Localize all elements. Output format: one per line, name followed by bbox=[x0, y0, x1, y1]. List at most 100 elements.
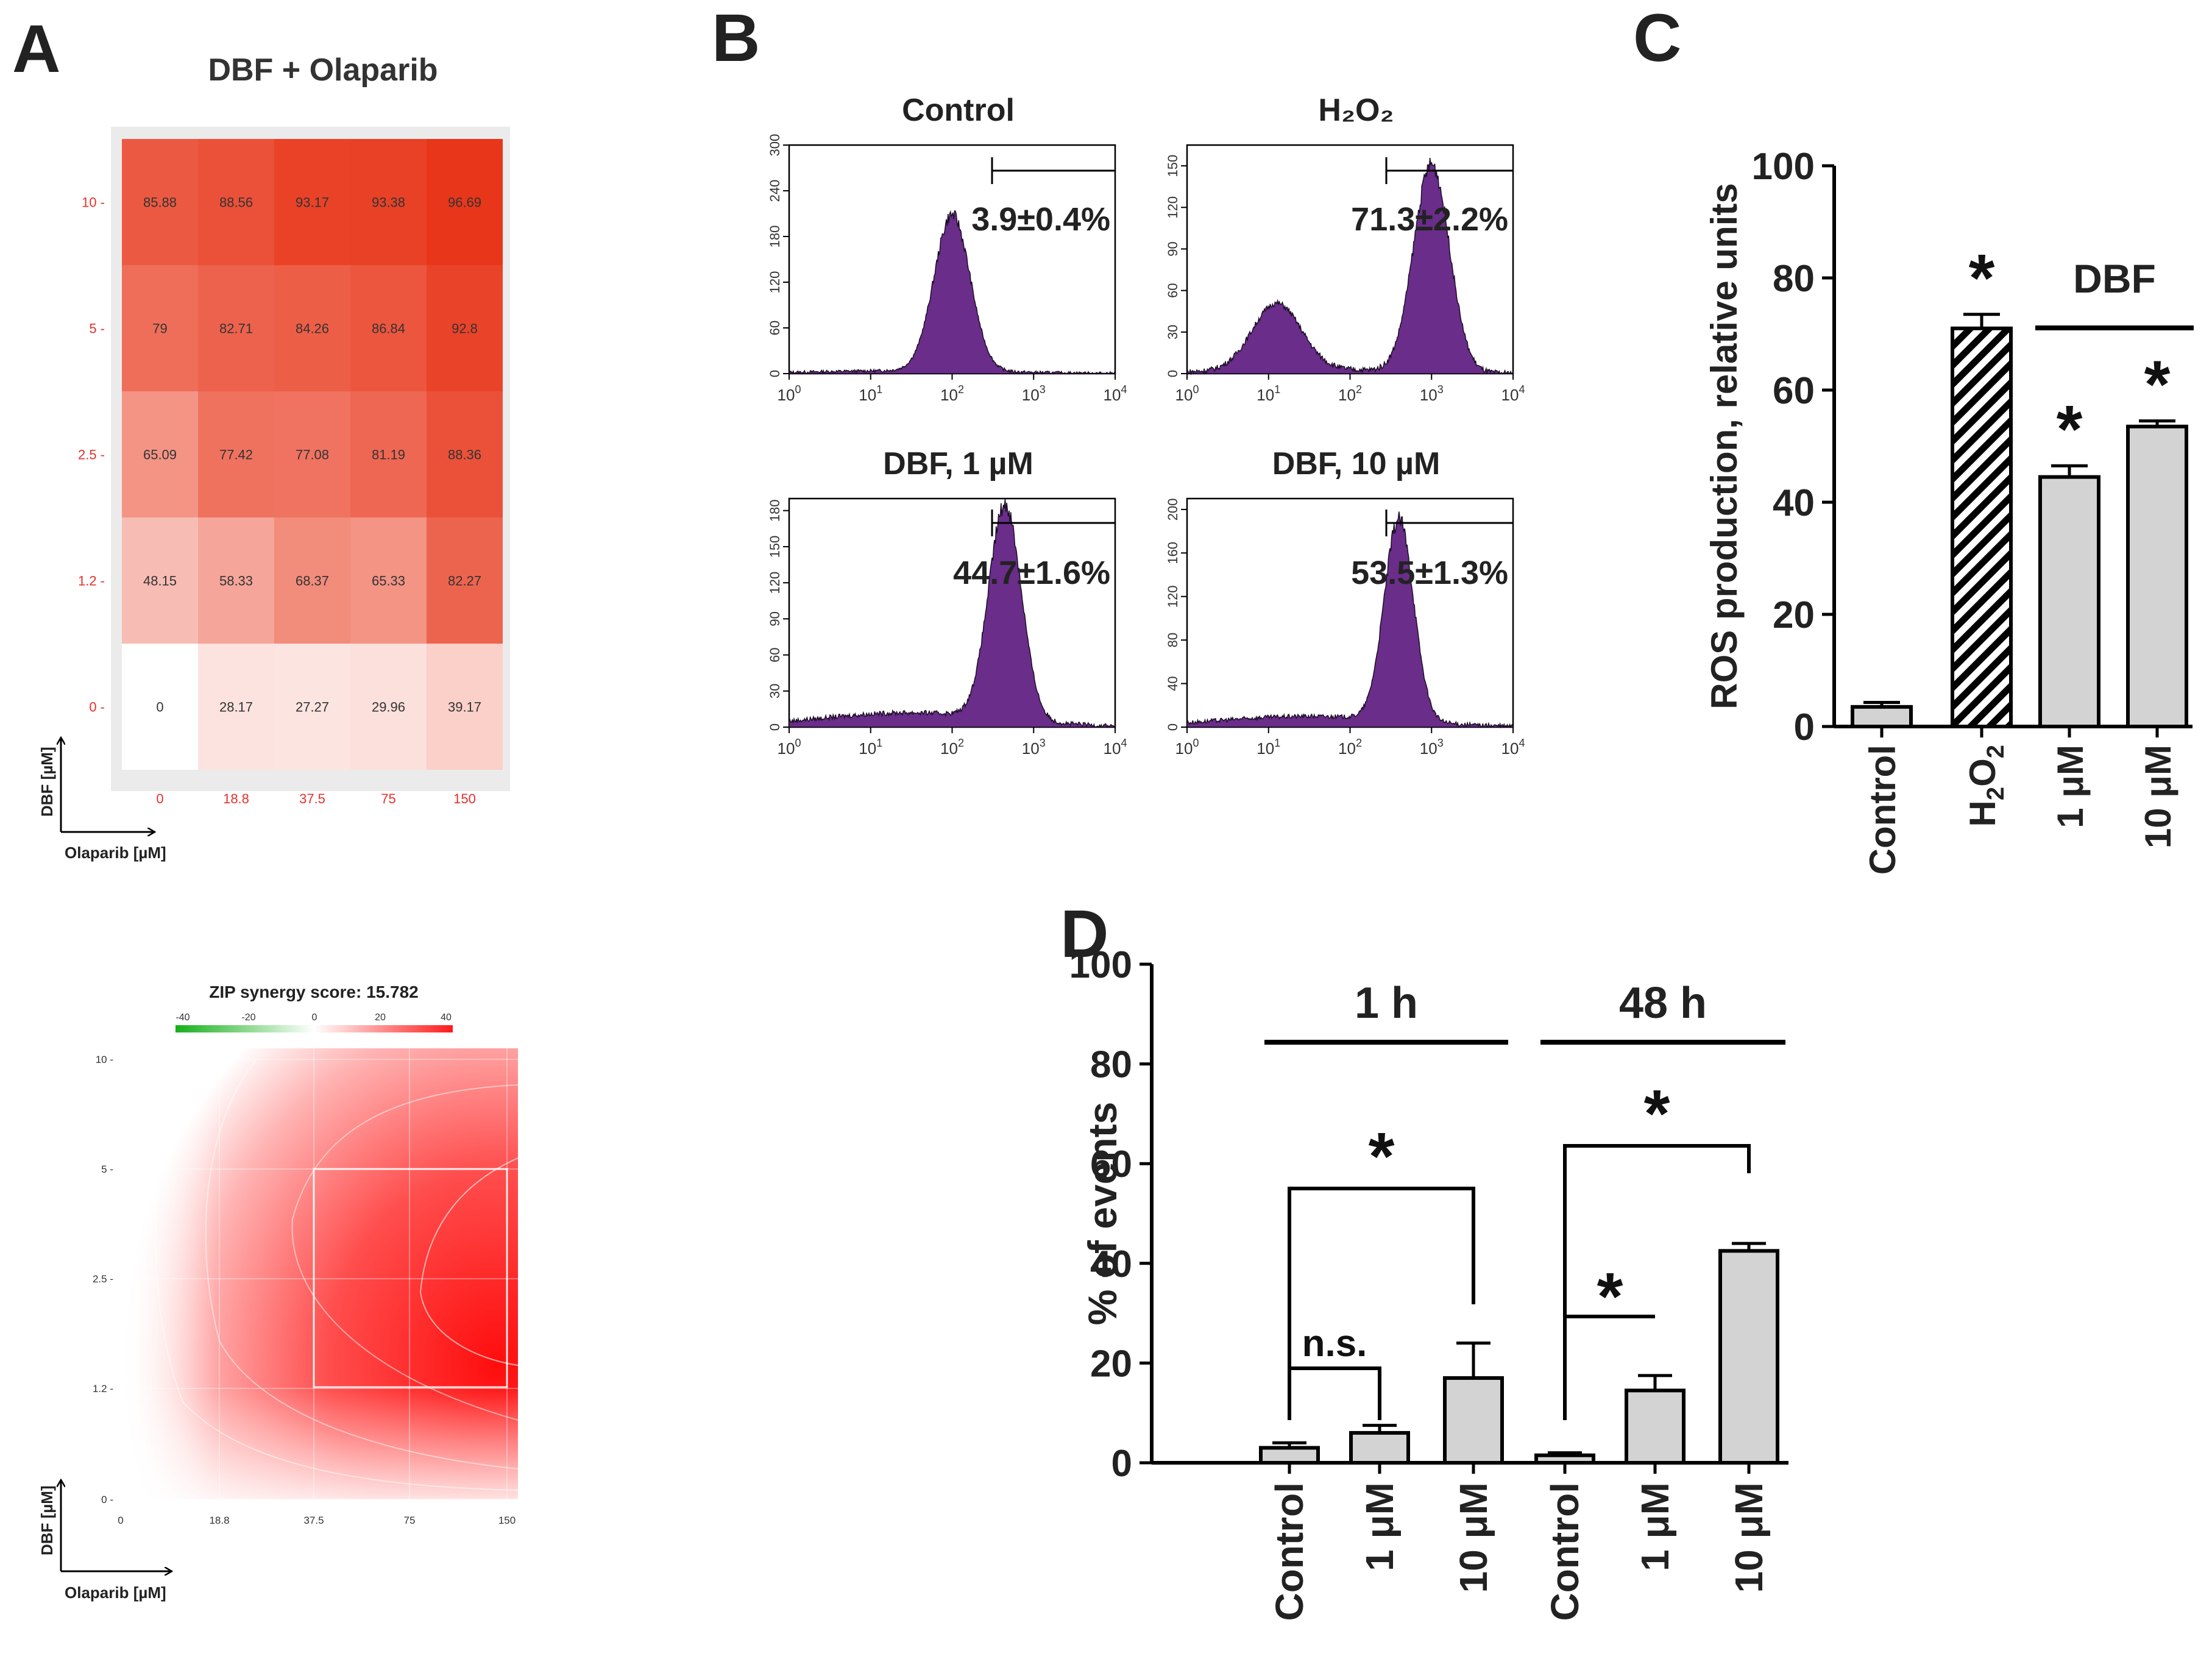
bar-chart-d: 0 20 40 60 80 100 % of events Control 1 μM 10 μM C… bbox=[1069, 944, 1788, 1621]
histogram-y-tick: 90 bbox=[767, 611, 782, 626]
histogram-y-tick: 30 bbox=[767, 684, 782, 698]
d-y-tick: 0 bbox=[1111, 1443, 1132, 1485]
d-group-label: 1 h bbox=[1355, 979, 1418, 1028]
histogram-y-tick: 0 bbox=[1165, 723, 1180, 731]
d-bar bbox=[1349, 1430, 1410, 1465]
panel-label-d: D bbox=[1060, 897, 1108, 972]
heatmap-cell-value: 58.33 bbox=[219, 574, 253, 589]
heatmap-cell bbox=[122, 644, 198, 770]
heatmap-cell-value: 39.17 bbox=[448, 700, 481, 715]
heatmap-cell-value: 77.42 bbox=[219, 447, 253, 463]
heatmap-cell-value: 65.09 bbox=[143, 447, 177, 463]
histogram-x-tick: 100 bbox=[1175, 383, 1199, 404]
synergy-x-tick: 75 bbox=[404, 1515, 416, 1526]
heatmap-y-tick: 0 - bbox=[89, 700, 105, 715]
histogram-y-tick: 150 bbox=[767, 536, 782, 558]
d-x-label: 1 μM bbox=[1633, 1482, 1677, 1571]
histogram-y-tick: 0 bbox=[1165, 370, 1180, 377]
d-y-label: % of events bbox=[1080, 1102, 1125, 1326]
heatmap-cell-value: 28.17 bbox=[219, 700, 253, 715]
histogram-y-tick: 240 bbox=[767, 180, 782, 202]
d-x-label: Control bbox=[1267, 1482, 1311, 1621]
heatmap-cell bbox=[427, 139, 503, 265]
heatmap-cell-value: 81.19 bbox=[372, 447, 405, 463]
histogram-x-tick: 100 bbox=[778, 383, 801, 404]
d-x-label: 10 μM bbox=[1727, 1482, 1771, 1593]
gate-percentage: 71.3±2.2% bbox=[1351, 201, 1508, 238]
heatmap-x-tick: 75 bbox=[381, 791, 395, 806]
heatmap-cell-value: 68.37 bbox=[296, 574, 329, 589]
heatmap-y-tick: 10 - bbox=[82, 195, 105, 210]
histogram-x-tick: 104 bbox=[1104, 737, 1127, 758]
c-y-tick: 60 bbox=[1773, 370, 1815, 412]
d-y-tick: 100 bbox=[1069, 944, 1132, 986]
histogram-x-tick: 100 bbox=[778, 737, 801, 758]
synergy-x-tick: 150 bbox=[498, 1515, 516, 1526]
synergy-y-tick: 0 - bbox=[101, 1494, 113, 1505]
synergy-contour bbox=[291, 1084, 519, 1421]
synergy-scale-tick: -40 bbox=[175, 1012, 190, 1023]
c-y-tick: 0 bbox=[1794, 706, 1815, 748]
heatmap-x-tick: 150 bbox=[453, 791, 476, 806]
d-x-label: Control bbox=[1543, 1482, 1587, 1621]
synergy-xlabel: Olaparib [µM] bbox=[65, 1583, 166, 1602]
c-x-label: H2O2 bbox=[1962, 745, 2009, 827]
heatmap-cell bbox=[350, 139, 427, 265]
histogram: DBF, 1 µM 44.7±1.6% 0 30 60 90 120 150 180 100 101… bbox=[767, 446, 1127, 758]
histogram-title: Control bbox=[902, 93, 1015, 128]
heatmap-cell bbox=[198, 644, 274, 770]
histogram-x-tick: 102 bbox=[1338, 737, 1362, 758]
gate-percentage: 3.9±0.4% bbox=[971, 201, 1110, 238]
heatmap-cell bbox=[350, 265, 427, 391]
d-comparison-label: * bbox=[1597, 1259, 1623, 1334]
histogram-x-tick: 101 bbox=[1257, 737, 1280, 758]
c-significance: * bbox=[2144, 347, 2171, 422]
c-x-label: 1 μM bbox=[2050, 745, 2091, 828]
histogram-x-tick: 101 bbox=[859, 383, 882, 404]
d-comparison-bracket bbox=[1288, 1187, 1475, 1402]
d-bar bbox=[1443, 1376, 1504, 1465]
histogram: Control 3.9±0.4% 0 60 120 180 240 300 100 101 102 1… bbox=[767, 93, 1127, 404]
synergy-contour bbox=[155, 1057, 519, 1491]
c-bar bbox=[1851, 705, 1913, 729]
heatmap-cell bbox=[427, 517, 503, 644]
d-group-label: 48 h bbox=[1619, 979, 1707, 1028]
heatmap-cell bbox=[198, 265, 274, 391]
heatmap-cell-value: 0 bbox=[156, 700, 163, 715]
synergy-ylabel: DBF [µM] bbox=[38, 1485, 56, 1555]
synergy-scale-tick: 0 bbox=[312, 1012, 317, 1023]
c-significance: * bbox=[1969, 241, 1995, 316]
synergy-y-tick: 2.5 - bbox=[93, 1273, 113, 1285]
d-y-tick: 40 bbox=[1090, 1243, 1132, 1285]
histogram-title: DBF, 10 µM bbox=[1272, 446, 1441, 481]
histogram-y-tick: 180 bbox=[767, 226, 782, 248]
synergy-y-tick: 1.2 - bbox=[93, 1383, 113, 1395]
heatmap-title: DBF + Olaparib bbox=[208, 52, 438, 88]
synergy-contour bbox=[419, 1157, 519, 1366]
heatmap-cell-value: 88.56 bbox=[219, 195, 253, 210]
synergy-y-tick: 5 - bbox=[101, 1164, 113, 1175]
histogram-y-tick: 60 bbox=[767, 321, 782, 335]
heatmap-cell-value: 93.17 bbox=[296, 195, 329, 210]
synergy-x-tick: 18.8 bbox=[209, 1515, 229, 1526]
panel-label-a: A bbox=[12, 12, 60, 87]
histogram-x-tick: 101 bbox=[1257, 383, 1280, 404]
heatmap-cell-value: 86.84 bbox=[372, 321, 405, 336]
heatmap-cell-value: 92.8 bbox=[452, 321, 478, 336]
histogram-x-tick: 103 bbox=[1420, 737, 1444, 758]
heatmap-cell-value: 48.15 bbox=[143, 574, 177, 589]
c-x-label: 10 μM bbox=[2138, 745, 2178, 848]
heatmap-cell bbox=[198, 391, 274, 517]
histogram-y-tick: 120 bbox=[767, 572, 782, 594]
histogram-x-tick: 100 bbox=[1175, 737, 1199, 758]
c-y-tick: 40 bbox=[1773, 482, 1815, 524]
d-y-tick: 80 bbox=[1090, 1044, 1132, 1086]
synergy-highlight-box bbox=[313, 1168, 508, 1388]
histogram-x-tick: 103 bbox=[1022, 737, 1046, 758]
heatmap-cell-value: 93.38 bbox=[372, 195, 405, 210]
histogram: DBF, 10 µM 53.5±1.3% 0 40 80 120 160 200 100 101 1… bbox=[1165, 446, 1525, 758]
heatmap-cell bbox=[427, 644, 503, 770]
histogram-y-tick: 0 bbox=[767, 723, 782, 731]
histogram-y-tick: 40 bbox=[1165, 676, 1180, 691]
